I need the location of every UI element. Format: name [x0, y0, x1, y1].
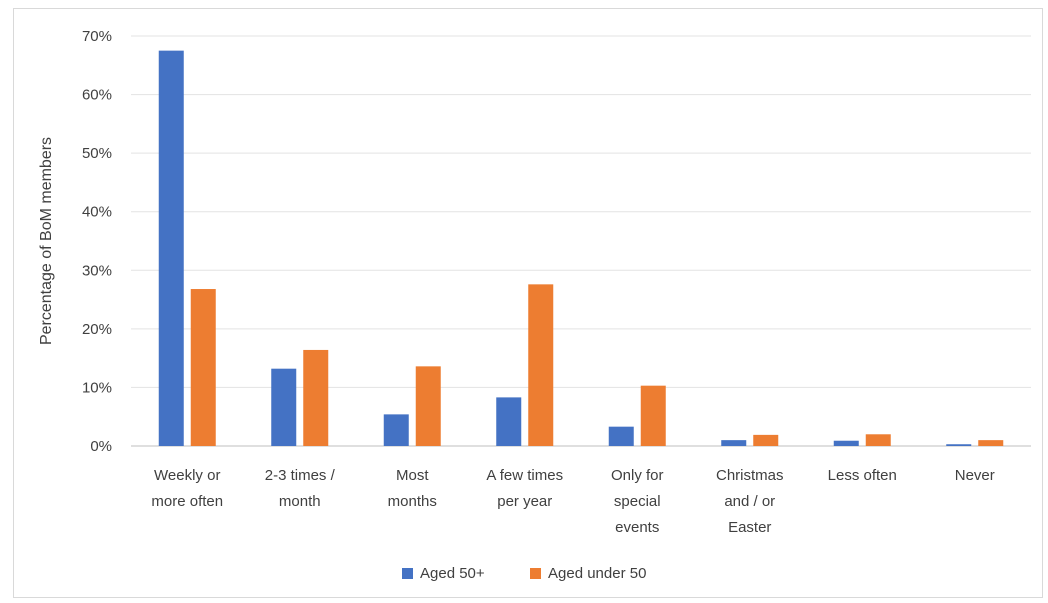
y-axis-title: Percentage of BoM members [38, 137, 55, 345]
bar-aged-50-plus [608, 426, 634, 446]
bar-aged-under-50 [415, 366, 441, 446]
y-tick-label: 0% [90, 438, 112, 455]
y-tick-label: 10% [82, 379, 112, 396]
x-category-label: Most months [388, 467, 437, 510]
bar-aged-under-50 [865, 434, 891, 446]
bar-aged-50-plus [383, 414, 409, 446]
legend-label: Aged under 50 [548, 565, 646, 582]
legend-label: Aged 50+ [420, 565, 485, 582]
y-tick-label: 20% [82, 321, 112, 338]
x-category-label: A few times per year [486, 467, 563, 510]
x-category-label: Never [955, 467, 995, 484]
bar-aged-under-50 [190, 289, 216, 446]
y-tick-label: 30% [82, 262, 112, 279]
y-axis-ticks: 0% 10% 20% 30% 40% 50% 60% 70% [82, 28, 112, 455]
x-axis-categories: Weekly or more often 2-3 times / month Most m… [151, 467, 994, 536]
bar-aged-under-50 [640, 385, 666, 446]
x-category-label: Less often [828, 467, 897, 484]
x-category-label: Weekly or more often [151, 467, 223, 510]
y-tick-label: 40% [82, 204, 112, 221]
bar-aged-50-plus [721, 440, 747, 446]
y-tick-label: 60% [82, 87, 112, 104]
y-tick-label: 50% [82, 145, 112, 162]
bar-aged-50-plus [833, 440, 859, 446]
legend: Aged 50+ Aged under 50 [402, 565, 646, 582]
legend-swatch [530, 568, 541, 579]
bars [158, 50, 1004, 447]
bar-aged-under-50 [528, 284, 554, 446]
x-category-label: Only for special events [611, 467, 664, 536]
bar-aged-under-50 [753, 434, 779, 446]
bar-aged-under-50 [978, 440, 1004, 446]
legend-swatch [402, 568, 413, 579]
x-category-label: 2-3 times / month [265, 467, 336, 510]
bar-aged-50-plus [271, 368, 297, 446]
bar-aged-under-50 [303, 349, 329, 446]
chart-frame [13, 8, 1043, 598]
y-tick-label: 70% [82, 28, 112, 45]
x-category-label: Christmas and / or Easter [716, 467, 784, 536]
gridlines [131, 35, 1031, 447]
bar-aged-50-plus [158, 50, 184, 447]
bar-aged-50-plus [946, 444, 972, 446]
bar-aged-50-plus [496, 397, 522, 446]
